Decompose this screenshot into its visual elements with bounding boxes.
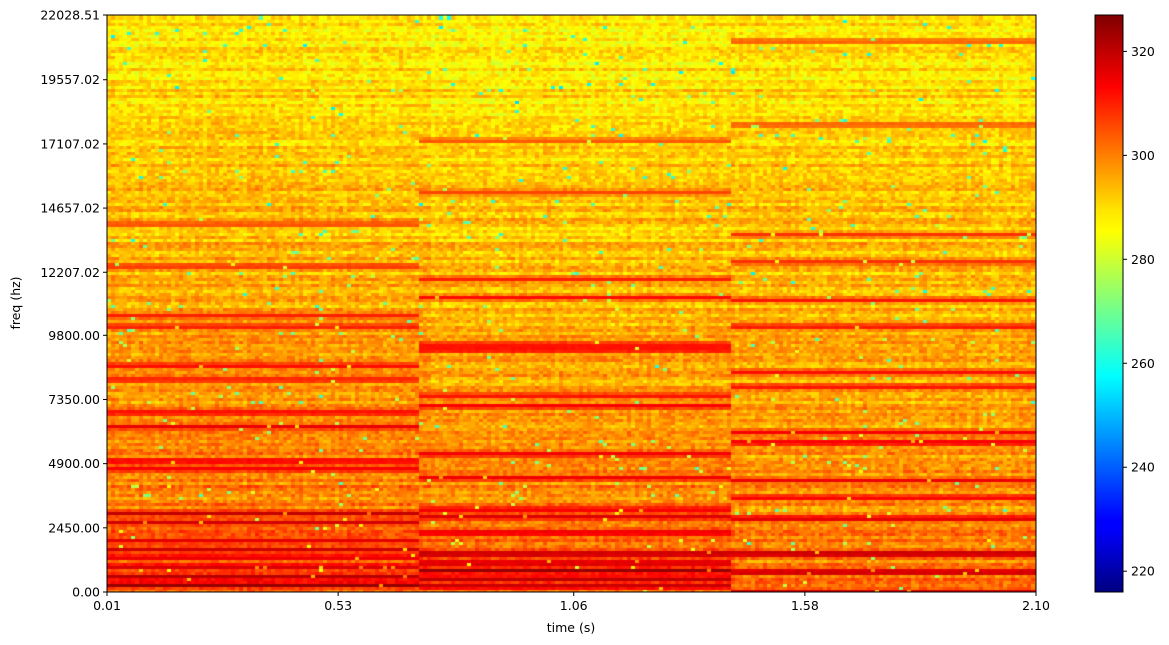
spectrogram-heatmap xyxy=(107,15,1036,592)
y-tick-label: 22028.51 xyxy=(40,8,100,23)
colorbar-tick-label: 260 xyxy=(1131,356,1155,371)
colorbar-tick-label: 300 xyxy=(1131,148,1155,163)
x-tick-label: 1.06 xyxy=(560,598,588,613)
colorbar-ticks: 220 240 260 280 300 320 xyxy=(1123,44,1155,579)
x-axis-label: time (s) xyxy=(547,620,595,635)
x-tick-label: 2.10 xyxy=(1022,598,1050,613)
colorbar-tick-label: 280 xyxy=(1131,252,1155,267)
plot-frame xyxy=(106,14,1037,593)
colorbar-tick-label: 220 xyxy=(1131,564,1155,579)
colorbar-tick-label: 240 xyxy=(1131,460,1155,475)
x-tick-label: 1.58 xyxy=(791,598,819,613)
y-tick-label: 19557.02 xyxy=(40,72,100,87)
y-axis: 0.00 2450.00 4900.00 7350.00 9800.00 12207.02… xyxy=(40,8,107,600)
y-tick-label: 9800.00 xyxy=(48,328,100,343)
x-tick-label: 0.01 xyxy=(93,598,121,613)
y-tick-label: 17107.02 xyxy=(40,136,100,151)
heatmap-image xyxy=(107,15,1036,592)
colorbar xyxy=(1094,14,1124,593)
y-axis-label: freq (hz) xyxy=(8,276,23,329)
y-tick-label: 0.00 xyxy=(72,585,100,600)
y-tick-label: 4900.00 xyxy=(48,456,100,471)
x-axis: 0.01 0.53 1.06 1.58 2.10 xyxy=(93,592,1050,613)
y-tick-label: 2450.00 xyxy=(48,520,100,535)
colorbar-tick-label: 320 xyxy=(1131,44,1155,59)
x-tick-label: 0.53 xyxy=(324,598,352,613)
y-tick-label: 12207.02 xyxy=(40,265,100,280)
y-tick-label: 14657.02 xyxy=(40,201,100,216)
y-tick-label: 7350.00 xyxy=(48,392,100,407)
